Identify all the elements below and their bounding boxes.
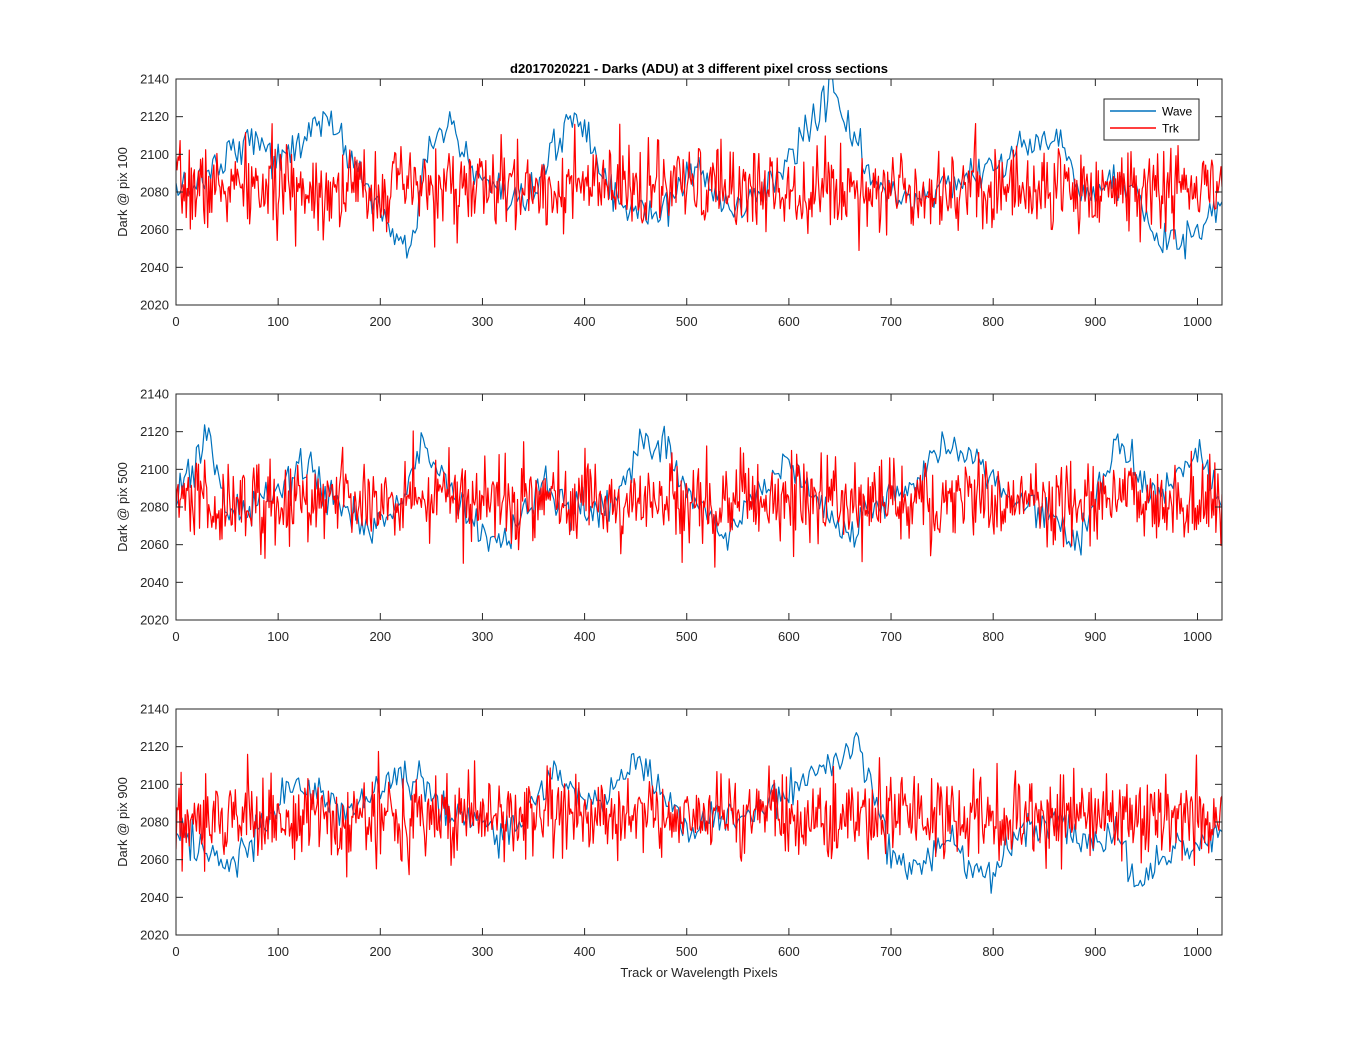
x-tick-label: 200 [369,944,391,959]
x-tick-label: 300 [472,629,494,644]
x-tick-label: 100 [267,629,289,644]
y-tick-label: 2060 [140,222,169,237]
x-tick-label: 400 [574,944,596,959]
series-line-trk [176,430,1222,568]
x-tick-label: 700 [880,314,902,329]
series-line-trk [176,750,1222,878]
subplot-pix-900: 0 100 200 300 400 500 600 700 800 900 1000 2020 2040… [115,702,1223,959]
y-axis-label: Dark @ pix 100 [115,147,130,237]
y-tick-label: 2140 [140,72,169,87]
x-tick-label: 900 [1084,944,1106,959]
x-tick-label: 0 [172,314,179,329]
x-tick-label: 600 [778,314,800,329]
y-tick-label: 2120 [140,424,169,439]
x-tick-label: 800 [982,629,1004,644]
y-tick-label: 2100 [140,462,169,477]
legend-label-wave: Wave [1162,105,1193,119]
x-tick-label: 200 [369,314,391,329]
x-tick-label: 600 [778,944,800,959]
x-tick-label: 500 [676,944,698,959]
x-tick-label: 700 [880,629,902,644]
x-tick-label: 900 [1084,629,1106,644]
x-tick-label: 500 [676,629,698,644]
x-tick-label: 900 [1084,314,1106,329]
series-line-trk [176,122,1222,252]
x-tick-label: 100 [267,314,289,329]
legend: Wave Trk [1103,98,1200,141]
x-tick-label: 0 [172,629,179,644]
figure-title: d2017020221 - Darks (ADU) at 3 different… [510,61,888,76]
x-tick-label: 1000 [1183,314,1212,329]
y-tick-label: 2020 [140,298,169,313]
y-tick-label: 2040 [140,260,169,275]
y-tick-label: 2080 [140,815,169,830]
x-tick-label: 800 [982,944,1004,959]
x-tick-label: 1000 [1183,944,1212,959]
y-tick-label: 2120 [140,109,169,124]
y-tick-label: 2020 [140,613,169,628]
x-tick-label: 200 [369,629,391,644]
x-tick-label: 700 [880,944,902,959]
subplot-pix-100: 0 100 200 300 400 500 600 700 800 900 1000 2020 2040… [115,72,1223,329]
x-axis-label: Track or Wavelength Pixels [620,965,778,980]
subplot-pix-500: 0 100 200 300 400 500 600 700 800 900 1000 2020 2040… [115,387,1223,644]
y-tick-label: 2100 [140,147,169,162]
y-tick-label: 2060 [140,537,169,552]
x-tick-label: 800 [982,314,1004,329]
y-tick-label: 2080 [140,185,169,200]
x-tick-label: 500 [676,314,698,329]
y-tick-label: 2140 [140,387,169,402]
x-tick-label: 300 [472,314,494,329]
legend-box [1103,98,1200,141]
y-tick-label: 2040 [140,890,169,905]
y-tick-label: 2100 [140,777,169,792]
plot-area [176,709,1222,935]
y-tick-label: 2140 [140,702,169,717]
y-axis-label: Dark @ pix 500 [115,462,130,552]
y-tick-label: 2120 [140,739,169,754]
y-tick-label: 2060 [140,852,169,867]
y-tick-label: 2020 [140,928,169,943]
y-tick-label: 2040 [140,575,169,590]
x-tick-label: 0 [172,944,179,959]
series-line-wave [176,732,1222,894]
x-tick-label: 300 [472,944,494,959]
x-tick-label: 100 [267,944,289,959]
x-tick-label: 1000 [1183,629,1212,644]
legend-label-trk: Trk [1162,122,1180,136]
y-tick-label: 2080 [140,500,169,515]
y-axis-label: Dark @ pix 900 [115,777,130,867]
x-tick-label: 600 [778,629,800,644]
x-tick-label: 400 [574,314,596,329]
x-tick-label: 400 [574,629,596,644]
